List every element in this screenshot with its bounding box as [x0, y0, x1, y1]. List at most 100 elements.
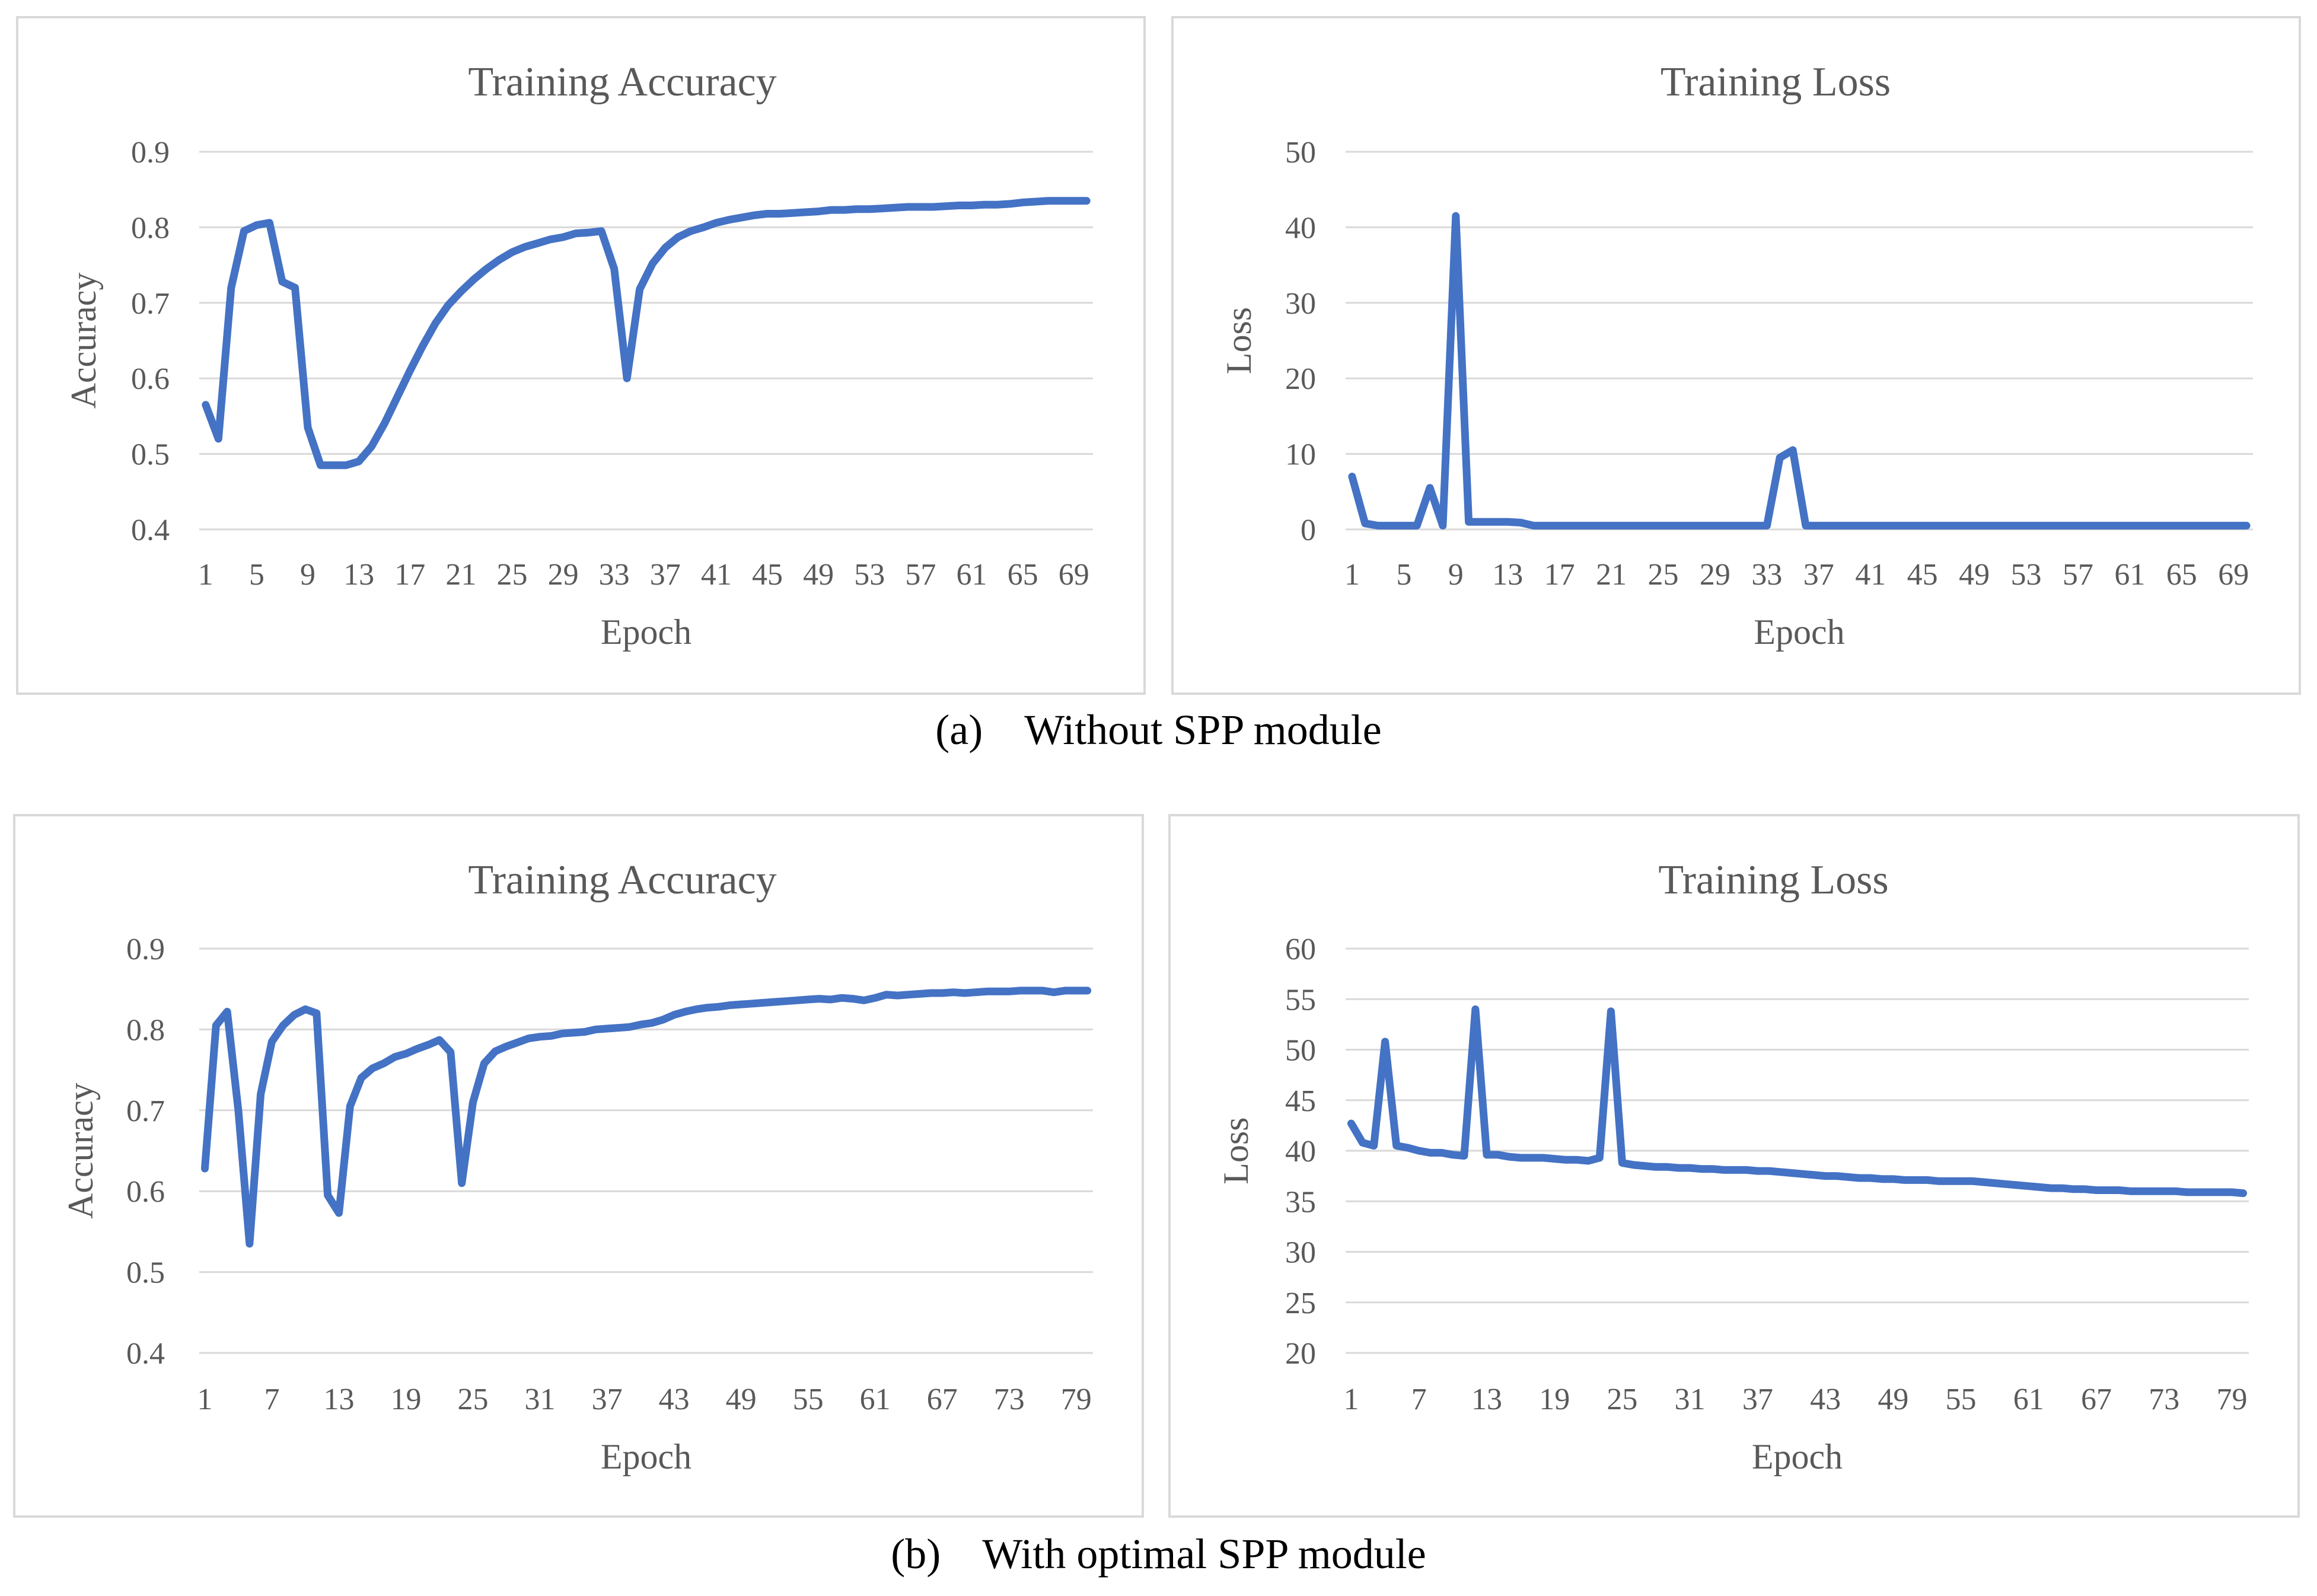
x-tick-label: 25	[496, 558, 527, 592]
x-tick-label: 37	[592, 1383, 623, 1416]
y-axis-label: Loss	[1216, 1117, 1255, 1184]
x-tick-label: 1	[197, 1383, 212, 1416]
x-tick-label: 17	[394, 558, 425, 592]
x-tick-label: 73	[2149, 1383, 2179, 1416]
chart-title: Training Accuracy	[468, 857, 776, 903]
x-tick-label: 19	[390, 1383, 421, 1416]
chart-panel-a-loss: Training Loss 0 10 20 30 40 50 1 5 9 13 17 21 25 29 33 3…	[1171, 16, 2301, 695]
caption-b-tag: (b)	[891, 1530, 941, 1578]
series-line	[1347, 1005, 2247, 1198]
y-tick-label: 0.8	[126, 1013, 165, 1047]
chart-panel-a-accuracy: Training Accuracy 0.4 0.5 0.6 0.7 0.8 0.9 1 5 9 13…	[16, 16, 1146, 695]
series-line	[200, 987, 1092, 1248]
x-tick-label: 53	[854, 558, 885, 592]
x-tick-label: 29	[1700, 558, 1730, 592]
x-tick-label: 9	[300, 558, 315, 592]
caption-b-text: With optimal SPP module	[982, 1530, 1426, 1578]
x-tick-label: 57	[2063, 558, 2093, 592]
y-tick-label: 30	[1285, 287, 1316, 321]
x-tick-label: 7	[264, 1383, 279, 1416]
x-tick-label: 13	[343, 558, 374, 592]
x-tick-label: 41	[701, 558, 732, 592]
x-axis-label: Epoch	[1752, 1437, 1843, 1476]
x-tick-label: 31	[525, 1383, 556, 1416]
y-tick-label: 20	[1285, 362, 1316, 396]
x-tick-label: 61	[860, 1383, 891, 1416]
x-tick-label: 49	[803, 558, 834, 592]
y-tick-label: 0.7	[131, 287, 170, 321]
x-tick-label: 61	[2013, 1383, 2044, 1416]
y-tick-label: 50	[1285, 136, 1316, 170]
x-tick-label: 53	[2011, 558, 2042, 592]
x-tick-label: 55	[793, 1383, 824, 1416]
x-tick-label: 25	[1648, 558, 1679, 592]
x-tick-label: 25	[1607, 1383, 1637, 1416]
x-tick-label: 69	[1059, 558, 1089, 592]
chart-title: Training Loss	[1658, 857, 1888, 903]
x-tick-label: 33	[599, 558, 630, 592]
x-tick-label: 5	[249, 558, 264, 592]
x-axis-label: Epoch	[601, 1437, 691, 1476]
x-tick-label: 43	[1810, 1383, 1841, 1416]
y-tick-label: 45	[1285, 1084, 1316, 1118]
chart-a-accuracy: Training Accuracy 0.4 0.5 0.6 0.7 0.8 0.9 1 5 9 13…	[64, 59, 1093, 652]
x-tick-label: 13	[1492, 558, 1523, 592]
chart-title: Training Accuracy	[468, 59, 776, 105]
x-tick-label: 37	[1742, 1383, 1773, 1416]
y-tick-label: 0.4	[126, 1337, 165, 1371]
y-axis-label: Accuracy	[64, 273, 103, 409]
x-tick-label: 5	[1396, 558, 1411, 592]
x-tick-label: 45	[1907, 558, 1938, 592]
y-tick-label: 50	[1285, 1034, 1316, 1068]
y-tick-label: 30	[1285, 1236, 1316, 1270]
x-tick-label: 61	[2114, 558, 2145, 592]
y-tick-label: 35	[1285, 1185, 1316, 1219]
x-tick-label: 65	[1008, 558, 1038, 592]
x-tick-label: 65	[2166, 558, 2197, 592]
series-line	[202, 197, 1091, 470]
y-tick-label: 0.6	[131, 362, 170, 396]
y-tick-label: 0.7	[126, 1094, 165, 1128]
x-tick-label: 41	[1855, 558, 1886, 592]
x-tick-label: 31	[1675, 1383, 1706, 1416]
x-tick-label: 57	[905, 558, 936, 592]
caption-a: (a) Without SPP module	[0, 706, 2317, 755]
y-tick-label: 0.5	[126, 1256, 165, 1290]
x-tick-label: 79	[2216, 1383, 2247, 1416]
y-tick-label: 0.8	[131, 211, 170, 245]
caption-b: (b) With optimal SPP module	[0, 1530, 2317, 1579]
x-tick-label: 73	[994, 1383, 1025, 1416]
x-axis-label: Epoch	[1754, 612, 1844, 652]
x-tick-label: 49	[1959, 558, 1990, 592]
x-tick-label: 19	[1539, 1383, 1570, 1416]
x-tick-label: 1	[198, 558, 213, 592]
y-axis-label: Loss	[1219, 307, 1258, 374]
x-tick-label: 37	[650, 558, 681, 592]
x-tick-label: 55	[1946, 1383, 1977, 1416]
x-tick-label: 49	[1878, 1383, 1908, 1416]
x-tick-label: 67	[927, 1383, 958, 1416]
x-tick-label: 37	[1803, 558, 1834, 592]
y-tick-label: 0	[1301, 513, 1316, 547]
x-tick-label: 9	[1448, 558, 1464, 592]
x-tick-label: 61	[956, 558, 987, 592]
x-tick-label: 45	[752, 558, 783, 592]
x-tick-label: 33	[1751, 558, 1782, 592]
x-tick-label: 1	[1344, 558, 1360, 592]
chart-b-loss: Training Loss 20 25 30 35 40 45 50 55 60 1 7 13 19 25 3…	[1216, 857, 2249, 1476]
y-tick-label: 25	[1285, 1287, 1316, 1320]
y-tick-label: 0.5	[131, 438, 170, 472]
y-tick-label: 60	[1285, 933, 1316, 966]
x-tick-label: 49	[726, 1383, 757, 1416]
y-tick-label: 55	[1285, 983, 1316, 1017]
chart-panel-b-accuracy: Training Accuracy 0.4 0.5 0.6 0.7 0.8 0.9 1 7 13 1…	[13, 814, 1144, 1518]
x-tick-label: 29	[548, 558, 579, 592]
y-tick-label: 10	[1285, 438, 1316, 472]
x-tick-label: 17	[1544, 558, 1575, 592]
x-tick-label: 1	[1344, 1383, 1359, 1416]
chart-panel-b-loss: Training Loss 20 25 30 35 40 45 50 55 60 1 7 13 19 25 3…	[1168, 814, 2300, 1518]
x-tick-label: 25	[458, 1383, 489, 1416]
y-tick-label: 0.9	[126, 933, 165, 966]
x-tick-label: 69	[2218, 558, 2249, 592]
y-tick-label: 0.6	[126, 1175, 165, 1209]
